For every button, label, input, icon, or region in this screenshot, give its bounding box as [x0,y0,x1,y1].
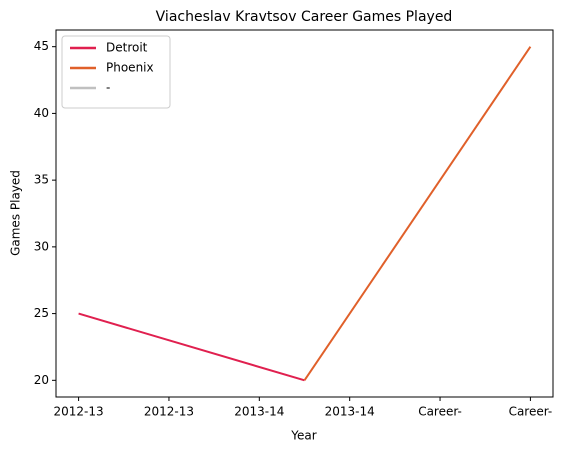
x-tick-label: 2012-13 [144,405,194,419]
legend-label: Detroit [106,41,148,55]
legend-box [61,35,171,109]
y-tick-label: 40 [34,106,49,120]
legend-label: Phoenix [106,61,154,75]
x-tick-label: Career- [418,405,462,419]
y-tick-label: 20 [34,373,49,387]
x-tick-label: Career- [509,405,553,419]
series-line [303,46,532,381]
legend-label: - [106,81,110,95]
y-tick-label: 25 [34,306,49,320]
x-tick-label: 2013-14 [325,405,375,419]
y-tick-label: 35 [34,173,49,187]
x-tick-label: 2013-14 [234,405,284,419]
series-line [78,312,305,382]
chart-title: Viacheslav Kravtsov Career Games Played [156,9,453,25]
x-tick-label: 2012-13 [54,405,104,419]
x-axis-label: Year [290,429,316,443]
plot-frame [55,29,554,398]
y-tick-label: 30 [34,239,49,253]
y-axis-label: Games Played [9,170,23,256]
y-tick-label: 45 [34,39,49,53]
